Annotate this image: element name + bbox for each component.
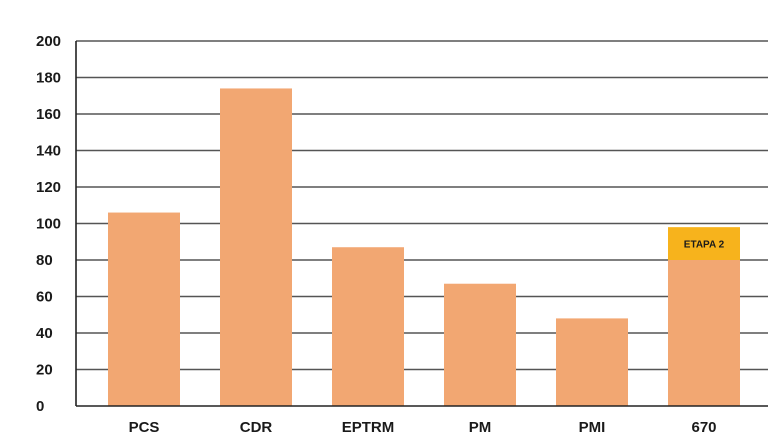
bars (108, 88, 740, 406)
y-tick-label: 40 (36, 325, 53, 342)
x-tick-label: EPTRM (342, 419, 395, 434)
y-tick-label: 80 (36, 252, 53, 269)
y-tick-label: 160 (36, 106, 61, 123)
y-tick-label: 20 (36, 362, 53, 379)
y-tick-labels: 0 20 40 60 80 100 120 140 160 180 200 (36, 33, 61, 415)
y-tick-label: 180 (36, 70, 61, 87)
annotations: ETAPA 2 (668, 227, 740, 260)
bar (668, 260, 740, 406)
x-tick-label: CDR (240, 419, 273, 434)
bar (332, 247, 404, 406)
x-tick-labels: PCS CDR EPTRM PM PMI 670 (129, 419, 717, 434)
y-tick-label: 0 (36, 398, 44, 415)
axes (75, 41, 768, 407)
x-tick-label: 670 (691, 419, 716, 434)
x-tick-label: PCS (129, 419, 160, 434)
y-tick-label: 120 (36, 179, 61, 196)
grid-lines (76, 40, 768, 371)
annotation-box (668, 227, 740, 260)
bar (556, 318, 628, 406)
bar (220, 88, 292, 406)
y-tick-label: 60 (36, 289, 53, 306)
bar (108, 212, 180, 406)
y-tick-label: 200 (36, 33, 61, 50)
y-tick-label: 100 (36, 216, 61, 233)
x-tick-label: PM (469, 419, 492, 434)
bar (444, 283, 516, 406)
y-tick-label: 140 (36, 143, 61, 160)
annotation-label: ETAPA 2 (684, 240, 725, 251)
x-tick-label: PMI (579, 419, 606, 434)
